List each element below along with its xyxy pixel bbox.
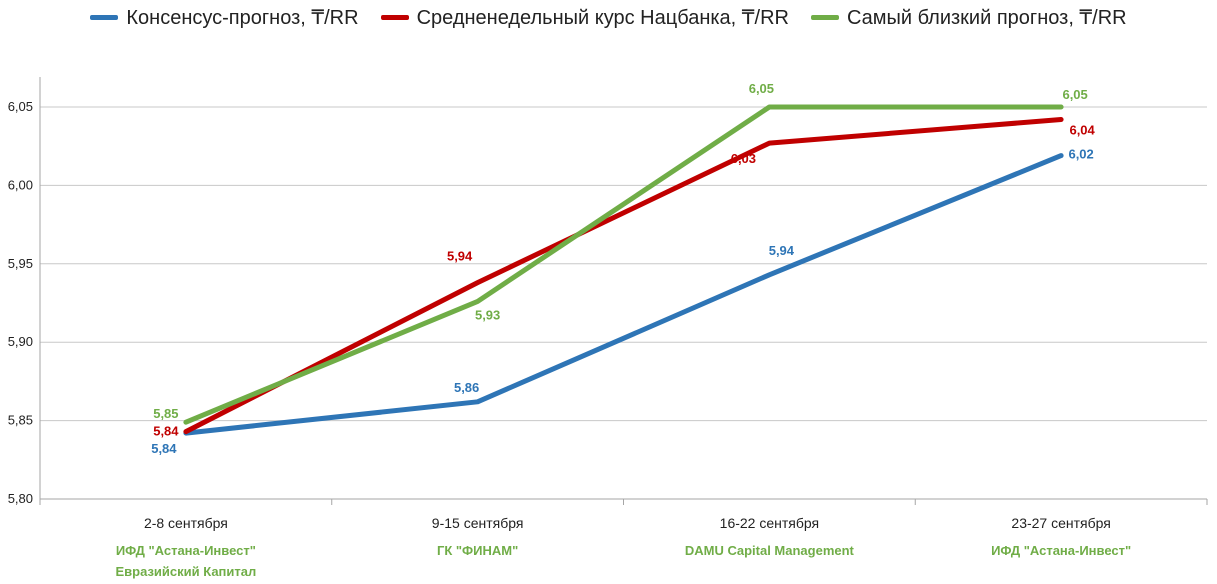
x-category-sublabel: Евразийский Капитал (115, 564, 256, 579)
y-tick-label: 5,95 (8, 256, 33, 271)
series-line-consensus (183, 153, 1064, 436)
data-label-closest: 6,05 (1062, 87, 1087, 102)
data-label-closest: 5,85 (153, 406, 178, 421)
x-tick-label: 23-27 сентября (1011, 515, 1110, 531)
x-category-sublabel: ГК "ФИНАМ" (437, 543, 518, 558)
legend-item-consensus: Консенсус-прогноз, ₸/RR (90, 5, 359, 30)
y-tick-label: 5,80 (8, 491, 33, 506)
legend-swatch-nationalbank (380, 14, 409, 20)
legend-label-closest: Самый близкий прогноз, ₸/RR (846, 6, 1127, 29)
data-label-nationalbank: 6,04 (1069, 123, 1095, 138)
legend-item-nationalbank: Средненедельный курс Нацбанка, ₸/RR (380, 5, 789, 30)
legend-item-closest: Самый близкий прогноз, ₸/RR (810, 5, 1127, 30)
data-label-closest: 6,05 (749, 81, 774, 96)
x-tick-label: 9-15 сентября (432, 515, 524, 531)
series-line-closest (183, 104, 1064, 425)
y-tick-label: 5,85 (8, 413, 33, 428)
data-label-consensus: 5,94 (769, 243, 795, 258)
x-category-sublabel: ИФД "Астана-Инвест" (991, 543, 1131, 558)
x-category-sublabel: DAMU Capital Management (685, 543, 855, 558)
legend-label-nationalbank: Средненедельный курс Нацбанка, ₸/RR (416, 6, 789, 29)
x-category-sublabel: ИФД "Астана-Инвест" (116, 543, 256, 558)
legend-swatch-closest (810, 14, 839, 20)
data-label-nationalbank: 5,94 (447, 249, 473, 264)
y-tick-label: 6,00 (8, 177, 33, 192)
y-tick-label: 5,90 (8, 334, 33, 349)
legend-swatch-consensus (90, 14, 119, 20)
y-tick-label: 6,05 (8, 99, 33, 114)
x-tick-label: 16-22 сентября (720, 515, 819, 531)
data-label-closest: 5,93 (475, 307, 500, 322)
data-label-consensus: 5,86 (454, 380, 479, 395)
series-line-nationalbank (183, 117, 1064, 435)
data-label-consensus: 6,02 (1068, 147, 1093, 162)
x-tick-label: 2-8 сентября (144, 515, 228, 531)
data-label-nationalbank: 6,03 (731, 151, 756, 166)
data-label-consensus: 5,84 (151, 441, 177, 456)
legend-label-consensus: Консенсус-прогноз, ₸/RR (126, 6, 359, 29)
chart-legend: Консенсус-прогноз, ₸/RR Средненедельный … (0, 4, 1217, 30)
data-label-nationalbank: 5,84 (153, 424, 179, 439)
